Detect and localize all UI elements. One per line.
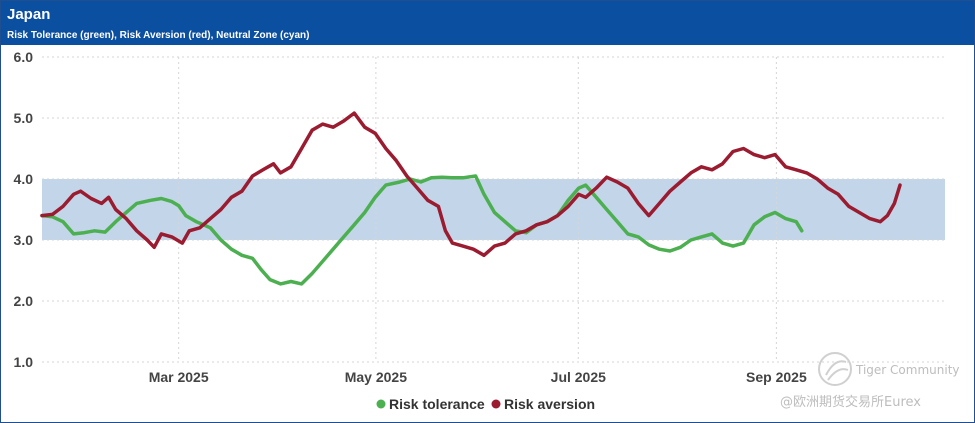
legend-label-risk-tolerance: Risk tolerance [389, 396, 485, 412]
legend: Risk tolerance Risk aversion [376, 396, 595, 412]
y-tick-label: 2.0 [14, 293, 34, 309]
x-tick-label: Mar 2025 [149, 369, 209, 385]
y-tick-label: 5.0 [14, 110, 34, 126]
watermark-brand: Tiger Community [855, 363, 960, 377]
chart-header: Japan Risk Tolerance (green), Risk Avers… [1, 1, 974, 45]
y-tick-label: 6.0 [14, 49, 34, 65]
chart-title: Japan [7, 6, 51, 23]
tiger-logo-icon [818, 352, 852, 386]
y-tick-label: 4.0 [14, 171, 34, 187]
y-tick-label: 1.0 [14, 354, 34, 370]
x-tick-label: Jul 2025 [551, 369, 606, 385]
legend-label-risk-aversion: Risk aversion [504, 396, 595, 412]
y-tick-label: 3.0 [14, 232, 34, 248]
chart-subtitle: Risk Tolerance (green), Risk Aversion (r… [7, 30, 310, 41]
legend-marker-risk-tolerance [376, 399, 386, 409]
legend-marker-risk-aversion [491, 399, 501, 409]
watermark: Tiger Community @欧洲期货交易所Eurex [780, 352, 960, 410]
series-line-risk-tolerance [40, 174, 804, 286]
watermark-handle: @欧洲期货交易所Eurex [780, 394, 921, 410]
x-tick-label: Sep 2025 [746, 369, 807, 385]
x-tick-label: May 2025 [345, 369, 407, 385]
tiger-logo-stripe-icon [825, 360, 849, 381]
series-line-risk-aversion [40, 111, 902, 258]
